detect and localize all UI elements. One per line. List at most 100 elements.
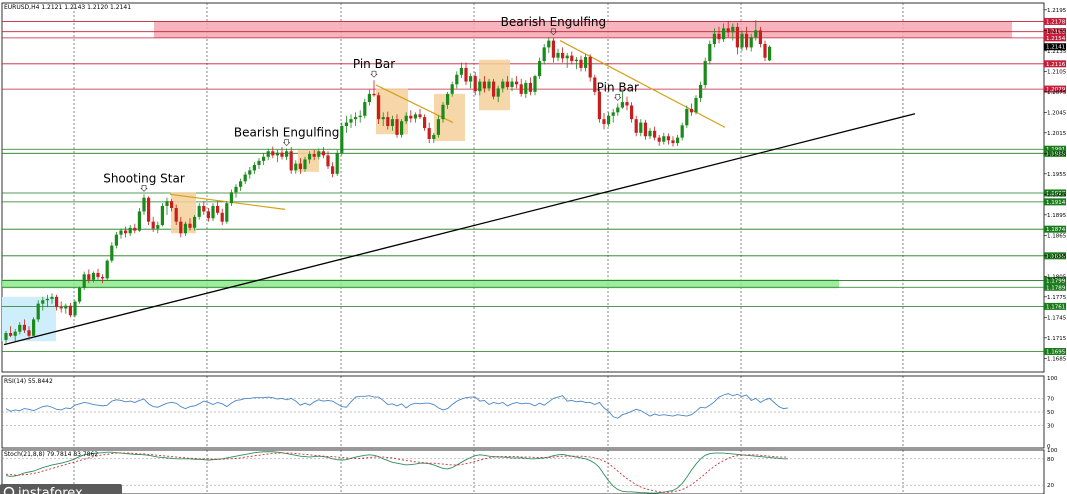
- candle-body: [216, 205, 220, 213]
- level-tag-background: [1044, 348, 1066, 355]
- candle-body: [459, 67, 463, 75]
- candle: [620, 91, 624, 109]
- candle: [418, 108, 422, 120]
- candle-body: [505, 81, 509, 88]
- price-tick-label: 1.2195: [1047, 8, 1067, 14]
- candle: [197, 203, 201, 220]
- candle-body: [183, 223, 187, 234]
- candle-body: [312, 154, 316, 157]
- candle-body: [643, 122, 647, 137]
- candle-body: [579, 59, 583, 68]
- candle: [252, 162, 256, 174]
- candle: [289, 147, 293, 174]
- candle-body: [358, 115, 362, 118]
- resistance-zone: [154, 21, 1012, 38]
- level-tag-background: [1044, 252, 1066, 260]
- candle-body: [630, 105, 634, 120]
- candle-body: [114, 234, 118, 246]
- candle-body: [22, 324, 26, 331]
- candle: [211, 203, 215, 221]
- candle-body: [496, 88, 500, 97]
- candle-body: [676, 137, 680, 144]
- candle: [96, 268, 100, 280]
- candle-body: [248, 170, 252, 175]
- candle-body: [206, 211, 210, 219]
- candle: [9, 326, 13, 338]
- candle-body: [639, 122, 643, 133]
- candle-body: [593, 77, 597, 92]
- candle: [55, 294, 59, 311]
- candle: [317, 148, 321, 160]
- candle-body: [266, 151, 270, 157]
- level-tag: 1.1914: [1044, 198, 1066, 206]
- candle-body: [124, 230, 128, 234]
- candle-body: [717, 33, 721, 40]
- candle-body: [137, 211, 141, 231]
- candle: [298, 158, 302, 174]
- candle-body: [188, 223, 192, 228]
- rsi-line: [5, 393, 789, 419]
- candle: [285, 148, 289, 161]
- candle: [174, 204, 178, 226]
- candle-body: [740, 33, 744, 48]
- candle: [584, 54, 588, 72]
- candle: [731, 23, 735, 41]
- rsi-tick-label: 50: [1047, 410, 1054, 416]
- current-price-tag: 1.2141: [1044, 43, 1066, 51]
- candle-body: [285, 151, 289, 157]
- level-tag-background: [1044, 17, 1066, 25]
- candle-body: [726, 28, 730, 33]
- candle-body: [666, 136, 670, 141]
- candle-body: [561, 52, 565, 59]
- candle: [634, 115, 638, 137]
- candle-body: [390, 119, 394, 126]
- candle: [45, 294, 49, 308]
- level-tag-label: 1.1835: [1046, 254, 1066, 260]
- candle-body: [680, 125, 684, 138]
- candle: [676, 134, 680, 146]
- candle: [354, 112, 358, 126]
- candle: [142, 194, 146, 215]
- candle: [331, 162, 335, 178]
- candle: [630, 102, 634, 123]
- candle-body: [699, 85, 703, 98]
- candle-body: [584, 56, 588, 68]
- candle-body: [211, 205, 215, 219]
- candle: [404, 112, 408, 124]
- candle: [216, 201, 220, 215]
- candle-body: [722, 28, 726, 40]
- candle: [335, 149, 339, 176]
- candle: [717, 26, 721, 44]
- candle: [487, 78, 491, 92]
- candle-body: [754, 30, 758, 38]
- candle: [722, 23, 726, 42]
- level-tag-background: [1044, 283, 1066, 291]
- candle-body: [335, 153, 339, 174]
- candle: [59, 301, 63, 313]
- candle-body: [262, 156, 266, 161]
- level-tag-label: 1.1695: [1046, 350, 1066, 356]
- candle-body: [349, 119, 353, 123]
- candle-body: [18, 324, 22, 332]
- candle: [78, 286, 82, 304]
- level-tag-background: [1044, 198, 1066, 206]
- candle-body: [197, 205, 201, 217]
- price-tick-label: 1.1865: [1047, 233, 1067, 239]
- arrow-down-icon: [282, 139, 291, 146]
- candle: [248, 167, 252, 179]
- candle: [505, 76, 509, 90]
- candle: [473, 72, 477, 96]
- candle: [643, 119, 647, 140]
- stoch-panel-frame: [1, 449, 1045, 494]
- price-tick-label: 1.2105: [1047, 69, 1067, 75]
- level-tag: 1.1835: [1044, 252, 1066, 260]
- level-tag-background: [1044, 276, 1066, 284]
- candle: [432, 132, 436, 144]
- candle-body: [473, 76, 477, 92]
- current-price-label: 1.2141: [1046, 45, 1065, 51]
- candle-body: [547, 40, 551, 48]
- price-tick-label: 1.1775: [1047, 295, 1067, 301]
- candle: [133, 223, 137, 234]
- candle-body: [331, 166, 335, 174]
- candle: [593, 74, 597, 96]
